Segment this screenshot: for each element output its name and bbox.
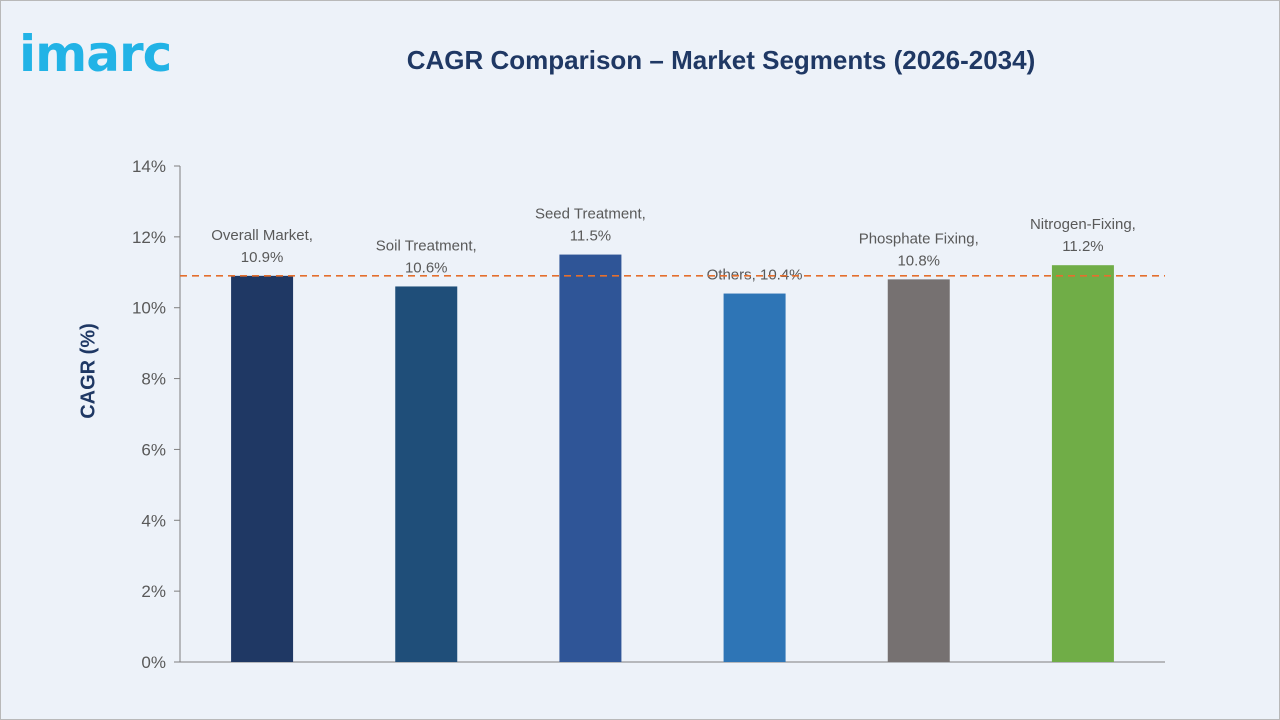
data-label: Phosphate Fixing,: [859, 230, 979, 247]
y-tick-label: 2%: [141, 582, 166, 601]
bar: [395, 286, 458, 662]
y-tick-label: 4%: [141, 511, 166, 530]
bar: [723, 293, 786, 662]
data-label: 10.8%: [897, 252, 940, 269]
y-tick-label: 12%: [132, 228, 166, 247]
bar: [231, 275, 294, 662]
y-tick-label: 6%: [141, 440, 166, 459]
y-tick-label: 10%: [132, 299, 166, 318]
y-tick-label: 0%: [141, 653, 166, 672]
y-tick-label: 8%: [141, 370, 166, 389]
data-label: Overall Market,: [211, 227, 313, 244]
bar: [1051, 265, 1114, 662]
data-label: Seed Treatment,: [535, 206, 646, 223]
data-label: Nitrogen-Fixing,: [1030, 216, 1136, 233]
bar: [559, 254, 622, 663]
imarc-logo: imarc: [19, 25, 172, 83]
y-tick-label: 14%: [132, 157, 166, 176]
bar: [887, 279, 950, 662]
data-label: Others, 10.4%: [707, 267, 803, 284]
chart-title: CAGR Comparison – Market Segments (2026-…: [406, 45, 1036, 75]
data-label: 11.5%: [570, 228, 611, 245]
data-label: Soil Treatment,: [376, 237, 477, 254]
data-label: 10.9%: [241, 249, 284, 266]
data-label: 10.6%: [405, 259, 448, 276]
data-label: 11.2%: [1062, 238, 1103, 255]
